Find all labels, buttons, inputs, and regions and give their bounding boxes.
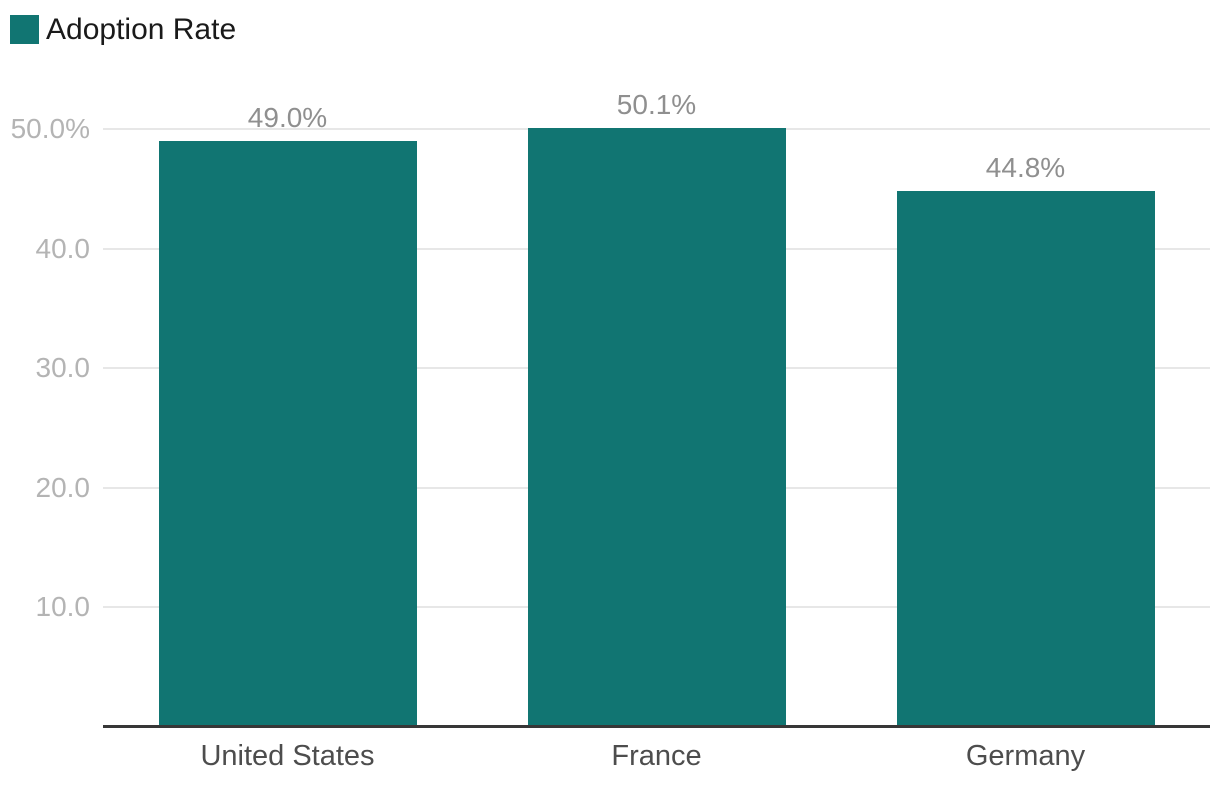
y-axis-tick-label: 30.0 [35,352,91,384]
bar-value-label: 49.0% [247,101,328,133]
y-axis-tick-label: 20.0 [35,471,91,503]
y-axis-tick-label: 40.0 [35,232,91,264]
legend-label: Adoption Rate [46,13,237,46]
x-axis-category-label: United States [200,740,375,772]
bar-value-label: 44.8% [985,152,1066,184]
x-axis-line [103,725,1210,728]
bar-france [527,127,786,727]
bar-germany [896,191,1155,727]
x-axis-category-label: France [611,740,702,772]
bar-united-states [158,140,417,727]
x-axis-category-label: Germany [965,740,1086,772]
y-axis-tick-label: 50.0% [10,113,90,144]
legend: Adoption Rate [10,13,236,46]
bar-value-label: 50.1% [616,88,697,120]
y-axis-tick-label: 10.0 [35,591,91,623]
legend-swatch [10,15,39,44]
